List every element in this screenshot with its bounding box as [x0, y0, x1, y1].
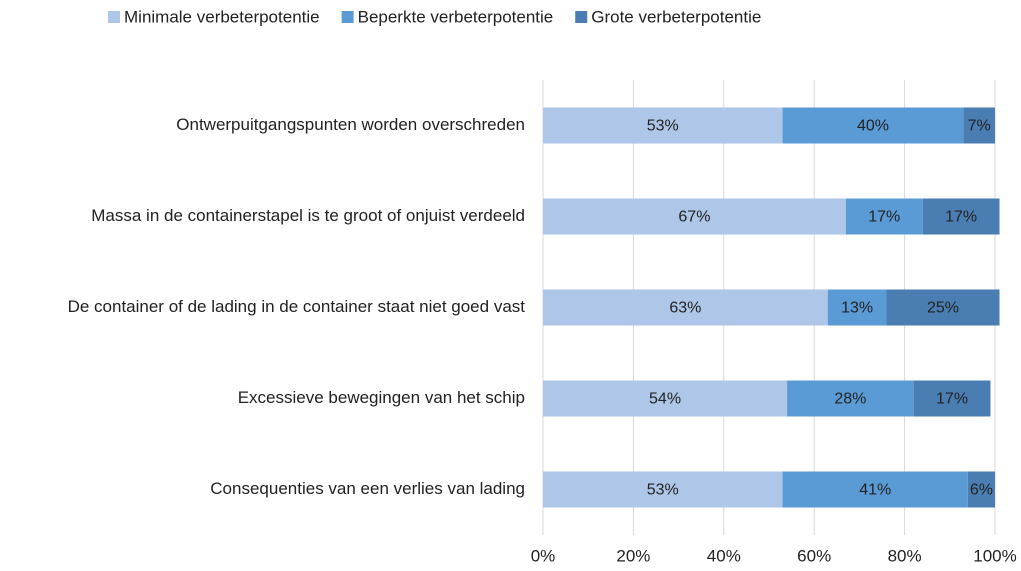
bar-segment: [543, 198, 846, 235]
data-label: 40%: [857, 118, 889, 135]
bar-segment: [845, 198, 923, 235]
x-tick-label: 60%: [797, 546, 831, 565]
x-tick-label: 100%: [973, 546, 1016, 565]
bar-segment: [782, 471, 968, 508]
data-label: 6%: [970, 482, 993, 499]
x-tick-label: 40%: [707, 546, 741, 565]
legend-swatch: [108, 11, 120, 23]
category-label: Consequenties van een verlies van lading: [210, 479, 525, 498]
bar-segment: [543, 289, 828, 326]
bar-segment: [967, 471, 995, 508]
bar-segment: [787, 380, 914, 417]
data-label: 28%: [834, 391, 866, 408]
data-label: 17%: [945, 209, 977, 226]
category-label: Massa in de containerstapel is te groot …: [91, 206, 525, 225]
bar-segment: [963, 107, 995, 144]
bar-segment: [782, 107, 964, 144]
data-label: 41%: [859, 482, 891, 499]
data-label: 53%: [647, 482, 679, 499]
data-label: 63%: [669, 300, 701, 317]
category-label: Excessieve bewegingen van het schip: [238, 388, 525, 407]
bar-segment: [922, 198, 1000, 235]
bar-segment: [543, 380, 788, 417]
bar-segment: [827, 289, 887, 326]
data-label: 17%: [936, 391, 968, 408]
data-label: 67%: [678, 209, 710, 226]
data-label: 17%: [868, 209, 900, 226]
legend-label: Beperkte verbeterpotentie: [358, 7, 554, 26]
x-tick-label: 80%: [888, 546, 922, 565]
bar-segment: [886, 289, 1000, 326]
x-tick-label: 0%: [531, 546, 556, 565]
category-label: De container of de lading in de containe…: [68, 297, 526, 316]
legend-label: Grote verbeterpotentie: [591, 7, 761, 26]
data-label: 53%: [647, 118, 679, 135]
legend-label: Minimale verbeterpotentie: [124, 7, 320, 26]
bar-segment: [543, 107, 783, 144]
data-label: 54%: [649, 391, 681, 408]
bar-segment: [913, 380, 991, 417]
data-label: 7%: [968, 118, 991, 135]
legend-swatch: [341, 11, 354, 23]
legend-swatch: [575, 11, 588, 23]
data-label: 13%: [841, 300, 873, 317]
x-tick-label: 20%: [616, 546, 650, 565]
category-label: Ontwerpuitgangspunten worden overschrede…: [176, 115, 525, 134]
data-label: 25%: [927, 300, 959, 317]
bar-segment: [543, 471, 783, 508]
